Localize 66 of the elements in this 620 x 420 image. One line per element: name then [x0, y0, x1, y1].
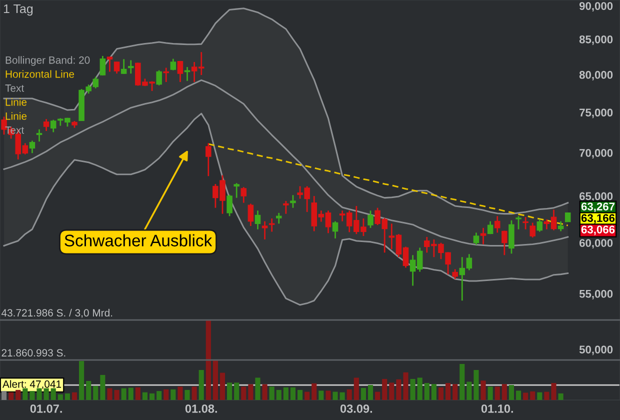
candlestick [290, 194, 296, 209]
y-tick-label: 80,000 [579, 70, 613, 80]
y-tick-label: 70,000 [580, 148, 613, 158]
candlestick [226, 194, 232, 217]
candlestick [480, 227, 486, 245]
candlestick [120, 58, 127, 75]
candlestick [494, 215, 500, 234]
text: 63,267 [581, 202, 615, 212]
candlestick [29, 140, 36, 154]
candlestick [516, 215, 522, 230]
line-series [3, 79, 569, 246]
candlestick [268, 218, 275, 232]
candlestick [283, 200, 289, 215]
candlestick [234, 182, 240, 199]
candlestick [163, 67, 170, 83]
ref-line-label: 43.721.986 S. / 3,0 Mrd. [1, 308, 112, 318]
candlestick [36, 128, 42, 142]
candlestick [558, 220, 564, 232]
ref-line-label: 21.860.993 S. [2, 349, 66, 357]
candlestick [43, 118, 50, 132]
candlestick [177, 60, 184, 83]
candlestick [368, 210, 374, 229]
candlestick [522, 216, 528, 230]
candlestick [114, 60, 120, 74]
candlestick [170, 58, 176, 71]
candlestick [332, 220, 338, 240]
candlestick [156, 70, 162, 86]
candlestick [128, 60, 134, 74]
annotation: Linie [6, 98, 27, 106]
candlestick [536, 218, 543, 232]
candlestick [240, 186, 247, 204]
x-tick-label: 03.09. [340, 404, 372, 413]
candlestick [100, 55, 106, 76]
y-tick-label: 85,000 [579, 35, 613, 45]
annotation: Text [5, 84, 24, 92]
candlestick [206, 142, 212, 177]
candlestick [508, 220, 514, 254]
candlestick [248, 203, 254, 227]
annotation: Horizontal Line [6, 70, 74, 78]
candlestick [254, 210, 261, 230]
x-tick-label: 01.08. [185, 404, 217, 413]
y-tick-label: 50,000 [579, 346, 613, 356]
candlestick [276, 212, 282, 224]
candlestick [487, 220, 494, 235]
candlestick [502, 230, 508, 256]
y-tick-label: 60,000 [579, 239, 613, 249]
candlestick [106, 56, 113, 72]
candlestick [262, 220, 268, 240]
line-series [3, 112, 569, 306]
candlestick [530, 222, 536, 238]
candlestick [50, 119, 56, 133]
x-tick-label: 01.07. [30, 404, 62, 413]
candlestick [473, 232, 480, 246]
y-tick-label: 65,000 [579, 192, 613, 202]
ref-line-label: Alert: 47,041 [2, 380, 62, 390]
candlestick [452, 268, 458, 280]
text: 63,066 [581, 226, 615, 236]
annotation: Bollinger Band: 20 [6, 56, 90, 66]
y-tick-label: 90,000 [579, 2, 613, 12]
annotation: Schwacher Ausblick [64, 234, 212, 246]
annotation: Linie [6, 112, 27, 120]
y-tick-label: 75,000 [580, 108, 613, 118]
y-tick-label: 55,000 [579, 290, 613, 300]
x-tick-label: 01.10. [481, 404, 513, 413]
text: 63,166 [581, 214, 615, 224]
chart-title: 1 Tag [4, 4, 33, 16]
